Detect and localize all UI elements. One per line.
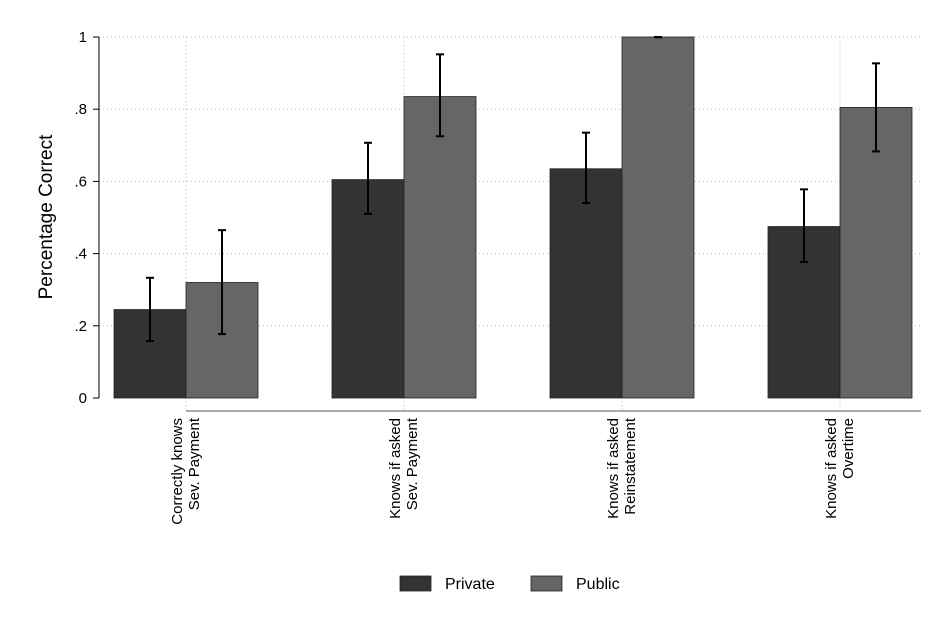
y-axis-title: Percentage Correct — [36, 134, 57, 299]
y-tick-label: .8 — [74, 101, 87, 118]
y-tick-label: 0 — [79, 390, 87, 407]
y-tick-label: 1 — [79, 29, 87, 46]
legend-label-public: Public — [576, 576, 620, 593]
category-label: Knows if asked Reinstatement — [605, 417, 639, 519]
category-label-line: Knows if asked — [387, 418, 404, 519]
category-labels: Correctly knows Sev. Payment Knows if aske… — [169, 417, 857, 525]
bar-public — [621, 36, 695, 399]
y-tick-label: .6 — [74, 173, 87, 190]
legend-swatch-private — [399, 575, 432, 592]
y-tick-label: .4 — [74, 246, 87, 263]
legend-label-private: Private — [445, 576, 495, 593]
category-label-line: Sev. Payment — [186, 417, 203, 510]
axes — [98, 37, 921, 412]
y-tick-label: .2 — [74, 318, 87, 335]
bar-public — [403, 96, 477, 399]
category-label: Correctly knows Sev. Payment — [169, 417, 203, 525]
category-label-line: Sev. Payment — [404, 417, 421, 510]
legend: Private Public — [399, 575, 620, 593]
category-label-line: Knows if asked — [605, 418, 622, 519]
category-label: Knows if asked Overtime — [823, 418, 857, 519]
category-label-line: Reinstatement — [622, 417, 639, 515]
y-ticks: 0 .2 .4 .6 .8 1 — [74, 29, 99, 407]
category-label: Knows if asked Sev. Payment — [387, 417, 421, 519]
category-label-line: Knows if asked — [823, 418, 840, 519]
bars — [113, 36, 913, 399]
error-bars — [146, 36, 880, 342]
category-label-line: Correctly knows — [169, 418, 186, 525]
legend-swatch-public — [530, 575, 563, 592]
category-label-line: Overtime — [840, 418, 857, 479]
bar-private — [549, 168, 623, 399]
